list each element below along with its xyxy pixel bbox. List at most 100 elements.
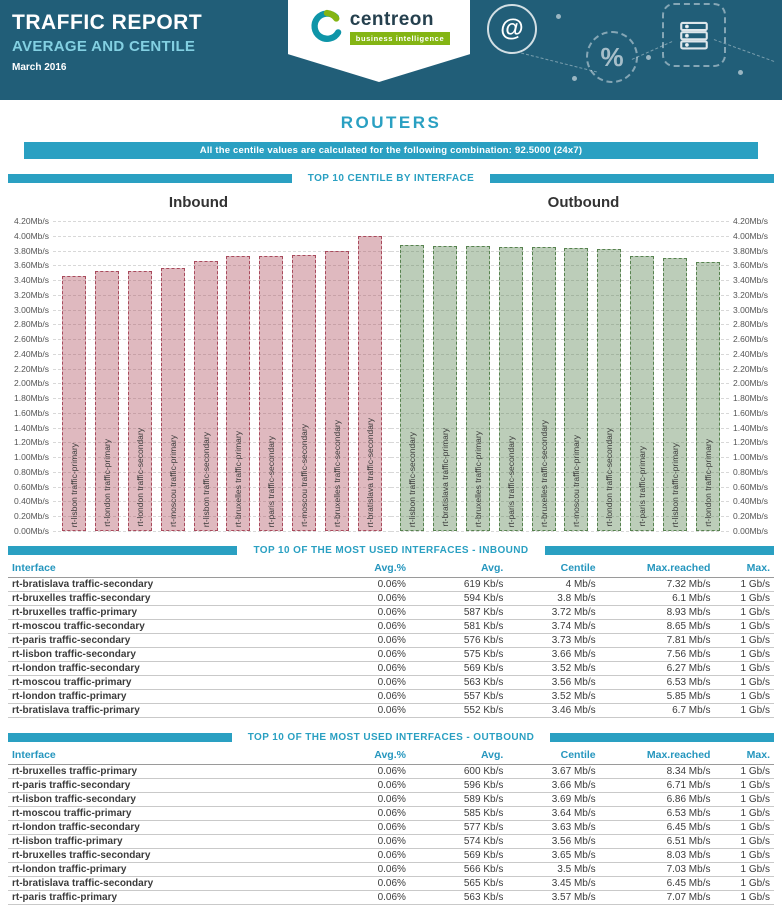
table-cell: 0.06%: [346, 689, 410, 704]
table-cell: 1 Gb/s: [714, 689, 774, 704]
table-cell: rt-paris traffic-secondary: [8, 633, 347, 648]
inbound-plot: rt-lisbon traffic-primary rt-london traff…: [53, 221, 391, 532]
bar-label: rt-lisbon traffic-primary: [68, 442, 79, 527]
table-header-row: Interface Avg.% Avg. Centile Max.reached Max.: [8, 560, 774, 578]
gridline: [391, 294, 729, 296]
table-row: rt-bratislava traffic-secondary 0.06% 565 …: [8, 876, 774, 891]
server-icon: [662, 3, 726, 67]
logo-tagline: business intelligence: [349, 31, 451, 45]
table-row: rt-london traffic-primary 0.06% 557 Kb/s 3.…: [8, 689, 774, 704]
bar: rt-bruxelles traffic-secondary: [325, 250, 350, 531]
y-tick-label: 4.00Mb/s: [14, 230, 49, 241]
at-icon: @: [487, 4, 537, 54]
bar: rt-london traffic-secondary: [597, 249, 622, 531]
table-cell: 3.66 Mb/s: [507, 778, 600, 793]
table-cell: 1 Gb/s: [714, 619, 774, 634]
table-cell: 600 Kb/s: [409, 764, 508, 779]
section-bar-left: [8, 733, 232, 742]
bar-label: rt-moscou traffic-secondary: [299, 424, 309, 527]
y-tick-label: 3.20Mb/s: [14, 289, 49, 300]
table-cell: 566 Kb/s: [409, 862, 508, 877]
table-cell: 619 Kb/s: [409, 577, 508, 592]
y-tick-label: 1.40Mb/s: [733, 422, 768, 433]
column-header: Max.: [714, 747, 774, 765]
table-cell: 3.56 Mb/s: [507, 675, 600, 690]
y-tick-label: 2.80Mb/s: [14, 319, 49, 330]
table-cell: 0.06%: [346, 806, 410, 821]
column-header: Max.reached: [599, 747, 715, 765]
gridline: [391, 471, 729, 473]
bar: rt-bruxelles traffic-primary: [465, 246, 490, 531]
table-row: rt-bruxelles traffic-primary 0.06% 587 Kb/…: [8, 605, 774, 620]
table-cell: 3.72 Mb/s: [507, 605, 600, 620]
table-cell: rt-moscou traffic-primary: [8, 806, 347, 821]
table-row: rt-lisbon traffic-secondary 0.06% 589 Kb/s…: [8, 792, 774, 807]
gridline: [391, 486, 729, 488]
gridline: [53, 250, 391, 252]
table-cell: 0.06%: [346, 876, 410, 891]
gridline: [53, 265, 391, 267]
column-header: Avg.: [409, 747, 508, 765]
gridline: [53, 309, 391, 311]
table-cell: 0.06%: [346, 675, 410, 690]
table-cell: 5.85 Mb/s: [599, 689, 715, 704]
table-cell: 8.03 Mb/s: [599, 848, 715, 863]
table-cell: 0.06%: [346, 862, 410, 877]
outbound-table-title: TOP 10 OF THE MOST USED INTERFACES - OUT…: [247, 732, 535, 743]
bar-label: rt-paris traffic-secondary: [505, 435, 516, 527]
bar-label: rt-london traffic-primary: [702, 439, 713, 527]
report-title: TRAFFIC REPORT: [12, 11, 203, 34]
table-cell: 3.46 Mb/s: [507, 703, 600, 718]
y-tick-label: 2.60Mb/s: [733, 334, 768, 345]
table-row: rt-moscou traffic-secondary 0.06% 581 Kb/s…: [8, 619, 774, 634]
bar: rt-lisbon traffic-secondary: [399, 245, 424, 531]
y-tick-label: 2.00Mb/s: [733, 378, 768, 389]
y-tick-label: 2.00Mb/s: [14, 378, 49, 389]
gridline: [391, 383, 729, 385]
table-cell: 0.06%: [346, 703, 410, 718]
table-row: rt-paris traffic-primary 0.06% 563 Kb/s 3.5…: [8, 890, 774, 905]
table-row: rt-lisbon traffic-secondary 0.06% 575 Kb/s…: [8, 647, 774, 662]
gridline: [53, 442, 391, 444]
table-cell: 6.51 Mb/s: [599, 834, 715, 849]
table-cell: 1 Gb/s: [714, 647, 774, 662]
report-period: March 2016: [12, 62, 67, 73]
y-tick-label: 4.00Mb/s: [733, 230, 768, 241]
column-header: Interface: [8, 560, 347, 578]
bar: rt-paris traffic-secondary: [498, 246, 523, 531]
bar: rt-bratislava traffic-secondary: [358, 235, 383, 531]
gridline: [53, 339, 391, 341]
table-cell: rt-bruxelles traffic-primary: [8, 605, 347, 620]
table-cell: 1 Gb/s: [714, 703, 774, 718]
y-tick-label: 3.40Mb/s: [14, 275, 49, 286]
table-cell: 6.71 Mb/s: [599, 778, 715, 793]
table-cell: 0.06%: [346, 820, 410, 835]
table-cell: 596 Kb/s: [409, 778, 508, 793]
table-cell: 6.53 Mb/s: [599, 675, 715, 690]
gridline: [391, 324, 729, 326]
table-cell: 1 Gb/s: [714, 661, 774, 676]
column-header: Max.: [714, 560, 774, 578]
dot: [572, 76, 577, 81]
bar: rt-moscou traffic-primary: [160, 268, 185, 531]
table-cell: 587 Kb/s: [409, 605, 508, 620]
table-row: rt-london traffic-secondary 0.06% 577 Kb/s…: [8, 820, 774, 835]
section-bar-left: [8, 546, 238, 555]
table-cell: 0.06%: [346, 890, 410, 905]
table-cell: rt-london traffic-primary: [8, 689, 347, 704]
y-tick-label: 1.80Mb/s: [733, 393, 768, 404]
y-tick-label: 1.60Mb/s: [733, 407, 768, 418]
table-cell: 589 Kb/s: [409, 792, 508, 807]
percent-icon: %: [586, 31, 638, 83]
table-cell: 552 Kb/s: [409, 703, 508, 718]
table-cell: 581 Kb/s: [409, 619, 508, 634]
table-row: rt-paris traffic-secondary 0.06% 576 Kb/s 3…: [8, 633, 774, 648]
gridline: [391, 457, 729, 459]
centreon-logo-icon: [308, 9, 344, 45]
table-cell: 1 Gb/s: [714, 778, 774, 793]
bar: rt-lisbon traffic-secondary: [193, 260, 218, 531]
bar-label: rt-bruxelles traffic-primary: [472, 430, 483, 527]
table-cell: 3.66 Mb/s: [507, 647, 600, 662]
gridline: [53, 471, 391, 473]
gridline: [391, 339, 729, 341]
